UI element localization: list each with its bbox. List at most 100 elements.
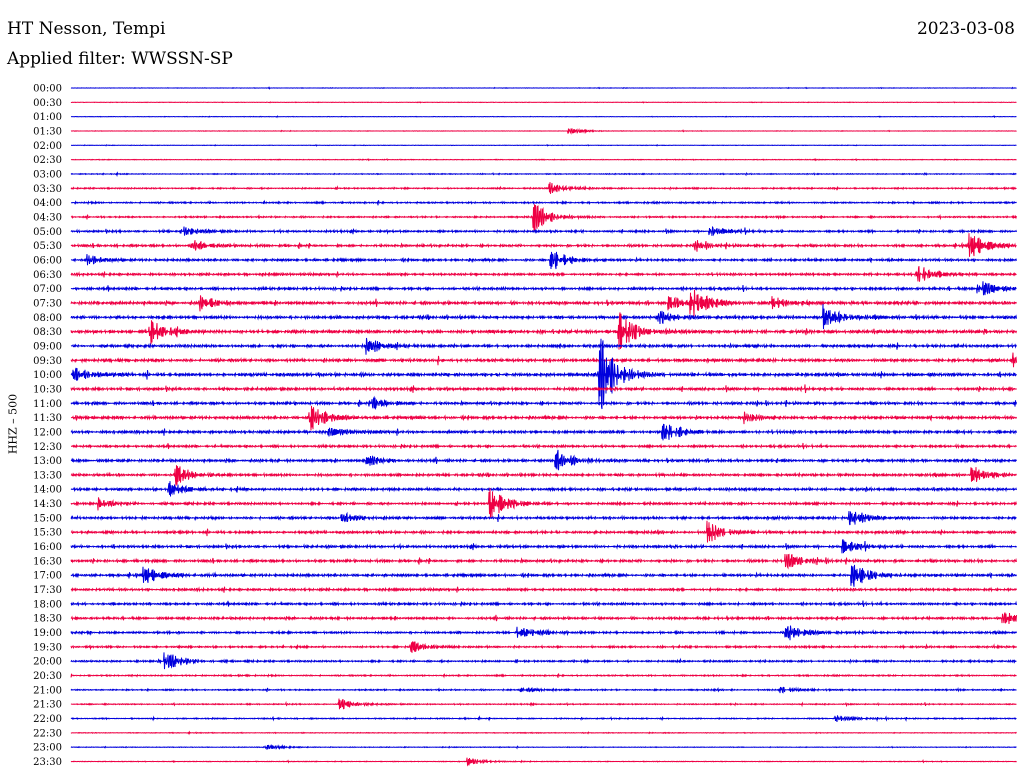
seismogram-trace-0030: [70, 100, 1017, 104]
time-tick-label: 14:00: [33, 485, 62, 496]
seismogram-trace-0500: [70, 225, 1017, 237]
seismogram-trace-1330: [70, 465, 1017, 486]
seismogram-trace-0930: [70, 352, 1017, 368]
time-tick-label: 01:00: [33, 112, 62, 123]
time-tick-label: 18:00: [33, 599, 62, 610]
seismogram-trace-0830: [70, 312, 1017, 350]
seismogram-trace-1730: [70, 586, 1017, 593]
time-tick-label: 15:00: [33, 513, 62, 524]
time-tick-label: 06:00: [33, 255, 62, 266]
time-tick-label: 02:30: [33, 155, 62, 166]
seismogram-trace-0130: [70, 127, 1017, 135]
time-tick-label: 21:00: [33, 685, 62, 696]
time-tick-label: 11:30: [33, 413, 62, 424]
time-tick-label: 05:00: [33, 227, 62, 238]
time-tick-label: 12:00: [33, 427, 62, 438]
seismogram-trace-0800: [70, 304, 1017, 330]
seismogram-trace-1000: [70, 338, 1017, 410]
time-tick-label: 22:00: [33, 714, 62, 725]
time-tick-label: 10:30: [33, 384, 62, 395]
seismogram-trace-2030: [70, 673, 1017, 679]
seismogram-trace-0600: [70, 251, 1017, 270]
time-tick-label: 23:30: [33, 757, 62, 768]
time-tick-label: 03:00: [33, 169, 62, 180]
seismogram-trace-1430: [70, 488, 1017, 518]
seismogram-trace-0530: [70, 233, 1017, 257]
time-tick-label: 04:00: [33, 198, 62, 209]
seismogram-trace-0900: [70, 337, 1017, 355]
seismogram-trace-1800: [70, 600, 1017, 608]
time-tick-label: 06:30: [33, 270, 62, 281]
seismogram-trace-0330: [70, 182, 1017, 194]
seismogram-trace-2100: [70, 686, 1017, 694]
time-tick-label: 09:30: [33, 356, 62, 367]
time-tick-label: 02:00: [33, 141, 62, 152]
time-tick-label: 12:30: [33, 442, 62, 453]
time-tick-label: 08:00: [33, 313, 62, 324]
time-tick-label: 08:30: [33, 327, 62, 338]
seismogram-trace-1400: [70, 481, 1017, 497]
time-tick-label: 11:00: [33, 399, 62, 410]
time-tick-label: 23:00: [33, 743, 62, 754]
seismogram-trace-2000: [70, 652, 1017, 670]
time-tick-label: 19:30: [33, 642, 62, 653]
seismogram-trace-1030: [70, 384, 1017, 394]
seismogram-trace-1700: [70, 564, 1017, 587]
seismogram-trace-2300: [70, 743, 1017, 750]
seismogram-trace-0300: [70, 171, 1017, 178]
time-tick-label: 09:00: [33, 341, 62, 352]
station-title: HT Nesson, Tempi: [7, 19, 166, 39]
time-tick-label: 16:00: [33, 542, 62, 553]
time-tick-label: 18:30: [33, 614, 62, 625]
time-tick-label: 22:30: [33, 728, 62, 739]
time-tick-label: 13:00: [33, 456, 62, 467]
seismogram-trace-1900: [70, 625, 1017, 641]
seismogram-trace-1230: [70, 442, 1017, 450]
seismogram-trace-1630: [70, 553, 1017, 570]
time-tick-label: 14:30: [33, 499, 62, 510]
time-tick-label: 01:30: [33, 126, 62, 137]
seismogram-trace-0230: [70, 157, 1017, 162]
time-tick-label: 17:30: [33, 585, 62, 596]
seismogram-trace-2130: [70, 698, 1017, 710]
time-tick-label: 00:00: [33, 84, 62, 95]
time-tick-label: 20:00: [33, 657, 62, 668]
time-tick-label: 04:30: [33, 212, 62, 223]
seismogram-trace-1500: [70, 511, 1017, 526]
time-tick-label: 07:00: [33, 284, 62, 295]
seismogram-trace-0730: [70, 289, 1017, 318]
time-tick-label: 10:00: [33, 370, 62, 381]
seismogram-trace-0200: [70, 143, 1017, 147]
time-tick-label: 19:00: [33, 628, 62, 639]
seismogram-trace-2200: [70, 715, 1017, 723]
seismogram-trace-0100: [70, 115, 1017, 119]
seismogram-trace-2230: [70, 730, 1017, 736]
seismogram-trace-1930: [70, 641, 1017, 653]
seismogram-trace-0630: [70, 265, 1017, 282]
time-tick-label: 21:30: [33, 700, 62, 711]
seismogram-trace-1100: [70, 395, 1017, 411]
seismogram-trace-0400: [70, 199, 1017, 206]
time-tick-label: 20:30: [33, 671, 62, 682]
seismogram-trace-2330: [70, 757, 1017, 767]
seismogram-trace-0430: [70, 204, 1017, 232]
seismogram-trace-0700: [70, 281, 1017, 296]
filter-label: Applied filter: WWSSN-SP: [7, 49, 233, 69]
seismogram-trace-0000: [70, 86, 1017, 90]
seismogram-trace-1200: [70, 423, 1017, 441]
time-tick-label: 05:30: [33, 241, 62, 252]
seismogram-trace-1830: [70, 612, 1017, 625]
time-tick-label: 15:30: [33, 528, 62, 539]
time-tick-label: 16:30: [33, 556, 62, 567]
seismogram-trace-1530: [70, 520, 1017, 543]
seismogram-trace-1130: [70, 405, 1017, 431]
time-tick-label: 00:30: [33, 98, 62, 109]
seismogram-trace-1600: [70, 539, 1017, 554]
time-tick-label: 03:30: [33, 184, 62, 195]
time-tick-label: 17:00: [33, 571, 62, 582]
time-tick-label: 07:30: [33, 298, 62, 309]
date-label: 2023-03-08: [916, 19, 1015, 39]
time-tick-label: 13:30: [33, 470, 62, 481]
seismogram-trace-1300: [70, 449, 1017, 471]
